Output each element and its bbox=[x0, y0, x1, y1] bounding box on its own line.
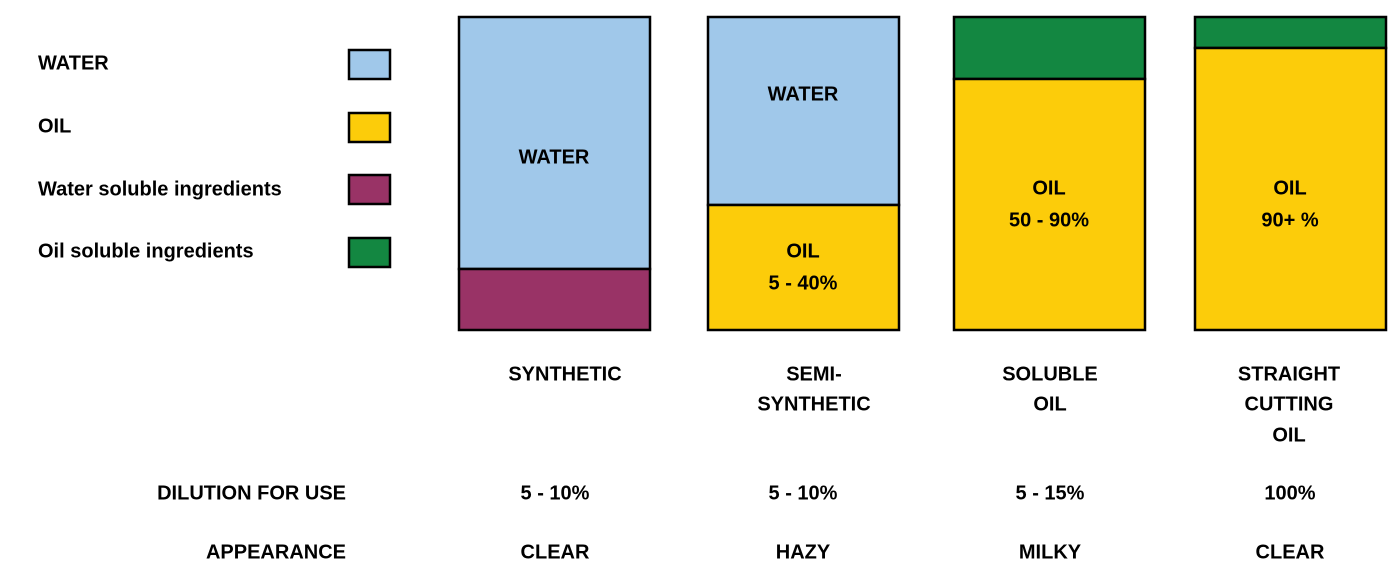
water-soluble-segment bbox=[457, 267, 652, 332]
segment-label: 5 - 40% bbox=[769, 272, 838, 294]
row-label: APPEARANCE bbox=[206, 541, 346, 563]
legend-swatch bbox=[347, 236, 392, 269]
oil-segment bbox=[1193, 46, 1388, 332]
legend-label: Oil soluble ingredients bbox=[38, 240, 254, 262]
column-name: OIL bbox=[1272, 424, 1305, 446]
column-texts: WATER WATER OIL 5 - 40% OIL 50 - 90% OIL… bbox=[508, 83, 1340, 563]
oil-segment bbox=[952, 77, 1147, 332]
dilution-value: 5 - 15% bbox=[1016, 482, 1085, 504]
segment-label: WATER bbox=[519, 146, 590, 168]
segment-label: 50 - 90% bbox=[1009, 209, 1089, 231]
oil-soluble-segment bbox=[1193, 15, 1388, 50]
segment-label: OIL bbox=[1273, 177, 1306, 199]
appearance-value: CLEAR bbox=[1256, 541, 1325, 563]
column-name: STRAIGHT bbox=[1238, 363, 1340, 385]
dilution-value: 100% bbox=[1264, 482, 1315, 504]
column-name: SYNTHETIC bbox=[508, 363, 621, 385]
column-name: CUTTING bbox=[1245, 393, 1334, 415]
oil-segment bbox=[706, 203, 901, 332]
dilution-value: 5 - 10% bbox=[769, 482, 838, 504]
column-name: SOLUBLE bbox=[1002, 363, 1098, 385]
oil-soluble-segment bbox=[952, 15, 1147, 81]
water-segment bbox=[706, 15, 901, 207]
columns bbox=[457, 15, 1388, 332]
segment-label: WATER bbox=[768, 83, 839, 105]
legend-swatch bbox=[347, 111, 392, 144]
dilution-value: 5 - 10% bbox=[521, 482, 590, 504]
appearance-value: CLEAR bbox=[521, 541, 590, 563]
legend-label: Water soluble ingredients bbox=[38, 178, 282, 200]
segment-label: OIL bbox=[1032, 177, 1065, 199]
segment-label: OIL bbox=[786, 240, 819, 262]
legend-swatch bbox=[347, 48, 392, 81]
legend-swatch bbox=[347, 173, 392, 206]
row-label: DILUTION FOR USE bbox=[157, 482, 346, 504]
column-name: SEMI- bbox=[786, 363, 842, 385]
legend: WATER OIL Water soluble ingredients Oil … bbox=[38, 48, 392, 269]
column-name: SYNTHETIC bbox=[757, 393, 870, 415]
column-name: OIL bbox=[1033, 393, 1066, 415]
segment-label: 90+ % bbox=[1261, 209, 1318, 231]
appearance-value: HAZY bbox=[776, 541, 831, 563]
legend-label: OIL bbox=[38, 115, 71, 137]
appearance-value: MILKY bbox=[1019, 541, 1082, 563]
water-segment bbox=[457, 15, 652, 271]
legend-label: WATER bbox=[38, 52, 109, 74]
